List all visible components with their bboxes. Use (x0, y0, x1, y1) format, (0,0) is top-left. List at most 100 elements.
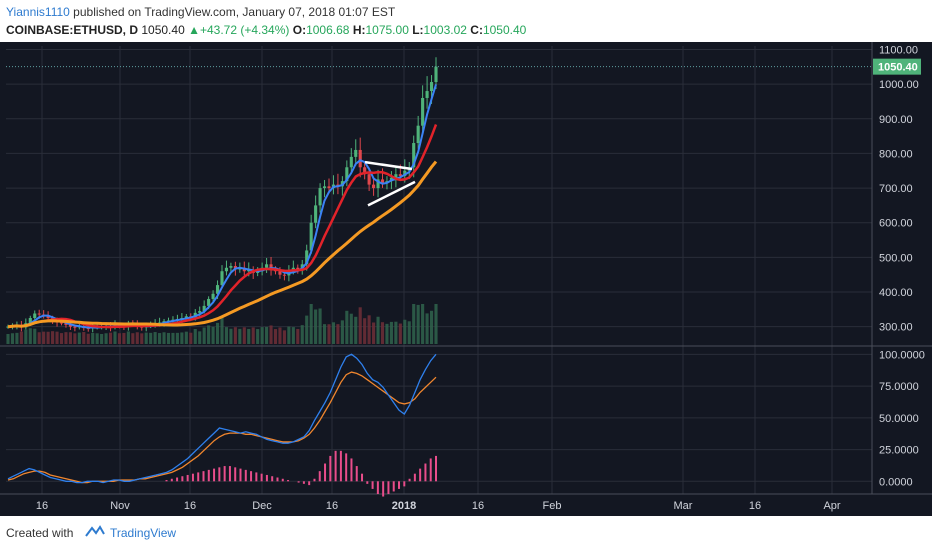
volume-bar (269, 325, 273, 344)
volume-bar (33, 328, 37, 344)
volume-bar (95, 333, 99, 344)
volume-bar (358, 307, 362, 344)
histogram-bar (424, 463, 427, 482)
candle-body (372, 184, 376, 189)
candle-body (327, 186, 331, 189)
histogram-bar (308, 481, 311, 486)
volume-bar (6, 334, 10, 344)
histogram-bar (413, 473, 416, 482)
volume-bar (376, 316, 380, 344)
high-value: 1075.00 (365, 23, 409, 37)
price-tick-label: 900.00 (879, 114, 913, 126)
histogram-bar (287, 480, 290, 482)
tradingview-link[interactable]: TradingView (110, 526, 177, 540)
candle-body (229, 266, 233, 268)
candle-body (64, 323, 68, 325)
symbol-name: COINBASE:ETHUSD, D (6, 23, 139, 37)
volume-bar (349, 313, 353, 344)
candle-body (207, 298, 211, 306)
volume-bar (394, 321, 398, 344)
volume-bar (233, 327, 237, 344)
volume-bar (345, 310, 349, 344)
price-tick-label: 800.00 (879, 148, 913, 160)
candle-body (380, 179, 385, 183)
volume-bar (256, 329, 260, 344)
chart-svg[interactable]: 1100.00 1000.00 900.00 800.00 700.00 600.00 50… (0, 42, 932, 516)
volume-bar (265, 326, 269, 344)
candle-body (345, 167, 349, 182)
candle-body (318, 188, 322, 206)
histogram-bar (244, 469, 247, 482)
histogram-bar (297, 481, 300, 483)
price-tick-label: 1000.00 (879, 79, 919, 91)
volume-bar (407, 321, 411, 344)
volume-bar (412, 304, 416, 344)
histogram-bar (213, 468, 216, 482)
histogram-bar (250, 471, 253, 482)
stoch-tick-label: 75.0000 (879, 381, 919, 393)
volume-bar (140, 333, 144, 344)
volume-bar (202, 327, 206, 344)
histogram-bar (165, 480, 168, 482)
histogram-bar (202, 471, 205, 482)
volume-bar (238, 328, 242, 344)
volume-bar (215, 322, 220, 344)
histogram-bar (223, 466, 226, 482)
candle-body (6, 326, 10, 328)
histogram-bar (429, 458, 432, 482)
candle-body (68, 324, 72, 327)
time-tick-label: Dec (252, 500, 272, 512)
volume-bar (73, 333, 77, 344)
volume-bar (305, 315, 309, 344)
author-link[interactable]: Yiannis1110 (6, 5, 70, 19)
volume-bar (171, 332, 175, 344)
volume-bar (363, 318, 367, 344)
candle-body (37, 313, 41, 315)
volume-bar (51, 331, 55, 344)
time-tick-label: 16 (749, 500, 761, 512)
volume-bar (122, 332, 126, 344)
moving-average-line (7, 160, 438, 329)
volume-bar (64, 332, 68, 344)
volume-bar (224, 327, 229, 344)
candle-body (28, 318, 32, 324)
histogram-bar (176, 477, 179, 482)
histogram-bar (228, 466, 231, 482)
candle-body (376, 179, 380, 189)
volume-bar (175, 332, 179, 344)
volume-bar (291, 327, 295, 344)
histogram-bar (419, 468, 422, 482)
volume-bar (300, 325, 304, 344)
volume-bar (184, 331, 188, 344)
histogram-bar (392, 481, 395, 492)
candle-body (198, 311, 202, 313)
last-price: 1050.40 (141, 23, 185, 37)
candle-body (429, 82, 434, 92)
candle-body (224, 267, 229, 272)
volume-bar (296, 328, 300, 344)
volume-bar (144, 332, 148, 344)
time-tick-label: 16 (326, 500, 338, 512)
time-tick-label: Apr (823, 500, 840, 512)
histogram-bar (197, 472, 200, 482)
volume-bar (220, 316, 224, 344)
volume-bar (434, 304, 438, 344)
candle-body (358, 149, 362, 168)
chart-area[interactable]: 1100.00 1000.00 900.00 800.00 700.00 600.00 50… (0, 42, 932, 516)
histogram-bar (276, 477, 279, 482)
candle-body (211, 293, 215, 299)
candle-body (59, 322, 64, 324)
volume-bar (340, 320, 344, 344)
histogram-bar (260, 473, 263, 482)
candle-body (193, 312, 197, 317)
up-arrow-icon: ▲ (188, 23, 200, 37)
histogram-bar (387, 481, 390, 494)
volume-bar (158, 333, 162, 344)
histogram-bar (339, 450, 342, 482)
candle-body (33, 313, 37, 319)
histogram-bar (366, 481, 369, 484)
histogram-bar (361, 473, 364, 482)
histogram-bar (265, 474, 268, 482)
trend-line-upper (364, 160, 413, 171)
time-tick-label: 16 (184, 500, 196, 512)
